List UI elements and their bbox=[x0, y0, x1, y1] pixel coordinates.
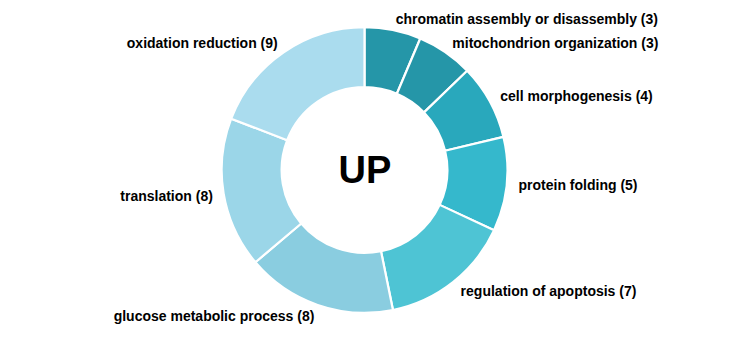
svg-text:translation (8): translation (8) bbox=[120, 188, 213, 204]
svg-text:regulation of apoptosis (7): regulation of apoptosis (7) bbox=[461, 283, 637, 299]
svg-text:glucose metabolic process (8): glucose metabolic process (8) bbox=[114, 308, 315, 324]
svg-text:oxidation reduction (9): oxidation reduction (9) bbox=[127, 35, 278, 51]
svg-text:chromatin assembly or disassem: chromatin assembly or disassembly (3) bbox=[396, 11, 658, 27]
svg-text:protein folding (5): protein folding (5) bbox=[519, 177, 638, 193]
svg-text:cell morphogenesis (4): cell morphogenesis (4) bbox=[500, 88, 652, 104]
svg-text:UP: UP bbox=[339, 149, 392, 191]
svg-text:mitochondrion organization (3): mitochondrion organization (3) bbox=[452, 35, 658, 51]
